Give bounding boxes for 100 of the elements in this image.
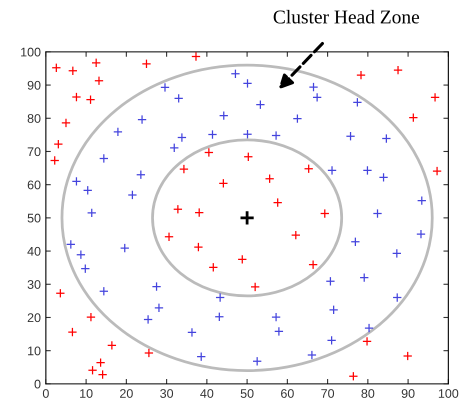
point [218, 110, 229, 120]
point [52, 63, 62, 73]
y-tick-label: 90 [28, 80, 41, 90]
point [177, 132, 187, 142]
point [350, 236, 360, 247]
point [88, 365, 98, 376]
point [430, 92, 440, 102]
point [346, 131, 356, 141]
y-tick-label: 50 [28, 214, 41, 223]
point [154, 303, 164, 313]
point [320, 208, 330, 218]
point [128, 190, 138, 200]
x-tick-label: 0 [42, 389, 49, 398]
x-tick-label: 60 [281, 389, 294, 398]
point [416, 196, 427, 206]
point [392, 248, 402, 258]
x-tick-label: 70 [321, 389, 334, 398]
point [348, 371, 358, 382]
point [308, 260, 318, 270]
point [56, 288, 66, 298]
point [359, 272, 370, 282]
point [218, 178, 228, 188]
point [378, 172, 388, 182]
point [356, 70, 366, 80]
point [68, 66, 78, 76]
point [382, 134, 392, 144]
point [72, 92, 82, 102]
y-tick-label: 40 [27, 246, 41, 256]
point [99, 286, 109, 296]
point [408, 112, 418, 122]
point [61, 118, 71, 128]
point [136, 170, 146, 180]
x-tick-label: 30 [160, 389, 174, 398]
point [291, 230, 301, 240]
point [187, 328, 197, 338]
point [86, 208, 97, 218]
point [307, 350, 317, 360]
point [362, 166, 372, 176]
x-tick-label: 40 [200, 389, 214, 398]
point [327, 166, 337, 176]
x-tick-label: 100 [438, 389, 458, 398]
point [54, 139, 64, 149]
point [142, 59, 152, 69]
point [204, 148, 214, 158]
point [164, 232, 174, 242]
point [242, 129, 252, 140]
point [239, 210, 256, 226]
point [252, 356, 262, 366]
point [237, 254, 248, 264]
point [214, 312, 224, 322]
point [292, 114, 302, 124]
point [66, 240, 76, 250]
point [208, 262, 218, 272]
point [256, 100, 266, 110]
y-tick-label: 70 [28, 147, 41, 156]
x-tick-label: 90 [402, 389, 415, 398]
point [86, 312, 96, 322]
point [392, 292, 402, 302]
point [250, 282, 260, 292]
point [364, 323, 374, 333]
point [76, 250, 86, 260]
point [308, 82, 318, 92]
y-tick-label: 30 [28, 280, 41, 289]
y-tick-label: 0 [34, 380, 41, 389]
point [113, 127, 123, 137]
point [271, 130, 281, 140]
x-tick-label: 50 [240, 389, 254, 398]
point [86, 94, 96, 104]
point [304, 164, 314, 174]
point [326, 336, 336, 346]
point [352, 98, 362, 108]
point [362, 336, 372, 346]
point [179, 164, 189, 174]
point [312, 92, 322, 102]
point [274, 326, 284, 336]
point [196, 352, 206, 362]
point [432, 166, 442, 176]
point [173, 204, 183, 214]
point [50, 156, 60, 166]
x-tick-label: 80 [361, 389, 374, 398]
point [120, 243, 130, 253]
y-tick-label: 100 [21, 48, 41, 57]
point [194, 242, 204, 252]
point [191, 52, 201, 62]
point [264, 174, 274, 184]
point [372, 208, 382, 218]
point [326, 276, 336, 286]
point [98, 370, 108, 380]
y-tick-label: 10 [28, 346, 41, 356]
point [152, 282, 162, 292]
point [272, 198, 282, 208]
point [94, 76, 104, 86]
point [416, 229, 426, 239]
point [169, 143, 180, 153]
point [271, 312, 281, 322]
point [72, 176, 82, 186]
point [143, 314, 153, 324]
point [91, 58, 101, 68]
point [96, 358, 106, 368]
y-tick-label: 20 [28, 313, 41, 322]
